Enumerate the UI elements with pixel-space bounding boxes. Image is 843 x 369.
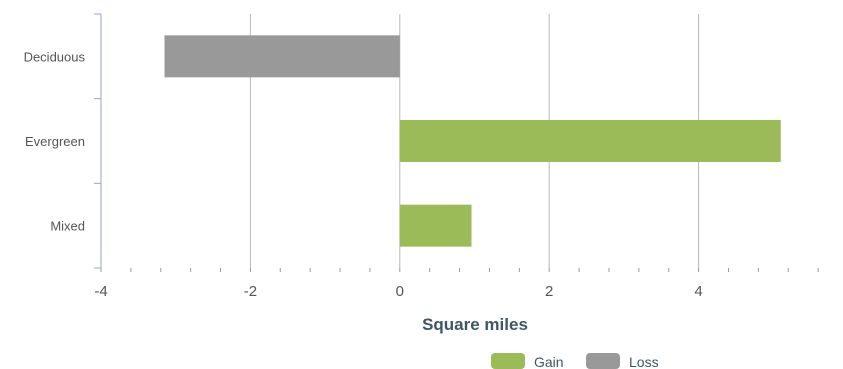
x-tick-label: 0 [396,283,404,300]
x-axis-title: Square miles [422,315,528,334]
legend-label-loss: Loss [629,354,659,369]
category-labels: Deciduous Evergreen Mixed [24,49,86,233]
x-tick-label: -2 [244,283,257,300]
x-tick-label: -4 [94,283,107,300]
category-label: Deciduous [24,49,86,64]
legend-swatch-gain [491,353,525,369]
tick-labels: -4-20246 [94,283,702,300]
legend-swatch-loss [586,353,620,369]
x-tick-label: 4 [694,283,702,300]
bar-gain-mixed [399,204,472,247]
axes [94,13,819,272]
x-tick-label: 2 [545,283,553,300]
category-label: Evergreen [25,134,85,149]
legend-label-gain: Gain [534,354,564,369]
bars [164,35,781,247]
bar-gain-evergreen [399,120,781,162]
category-label: Mixed [50,219,85,234]
bar-loss-deciduous [164,35,400,78]
legend: Gain Loss [491,353,659,369]
